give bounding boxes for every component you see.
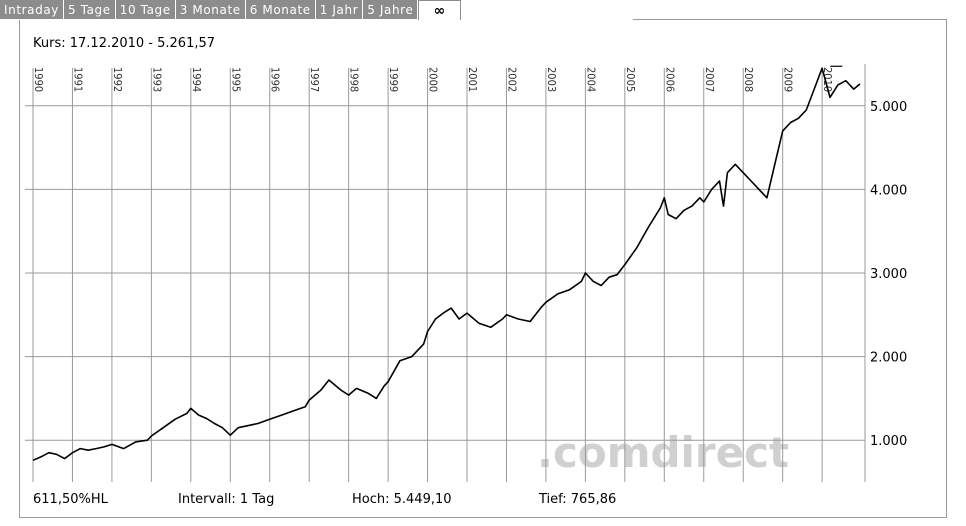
y-tick-label: 5.000 [870,100,907,115]
period-tabs: Intraday 5 Tage 10 Tage 3 Monate 6 Monate 1 J… [0,0,461,21]
year-label: 2004 [584,67,597,92]
year-label: 1991 [71,67,84,92]
high-label: Hoch: 5.449,10 [352,492,452,507]
tab-5-jahre[interactable]: 5 Jahre [363,0,419,19]
kurs-label: Kurs: 17.12.2010 - 5.261,57 [33,36,216,51]
year-label: 2003 [545,67,558,92]
tab-5-tage[interactable]: 5 Tage [64,0,116,19]
year-label: 2007 [703,67,716,92]
year-label: 1995 [229,67,242,92]
y-tick-label: 1.000 [870,434,907,449]
watermark: .comdirect [537,428,789,477]
year-label: 1990 [32,67,45,92]
year-label: 1997 [308,67,321,92]
year-label: 2001 [466,67,479,92]
chart-panel [19,20,947,518]
year-label: 2008 [742,67,755,92]
year-label: 1992 [111,67,124,92]
tab-10-tage[interactable]: 10 Tage [115,0,176,19]
tab-max[interactable]: ∞ [418,0,461,21]
year-label: 2005 [624,67,637,92]
year-label: 2000 [427,67,440,92]
tab-1-jahr[interactable]: 1 Jahr [315,0,364,19]
low-label: Tief: 765,86 [539,492,617,507]
year-label: 1998 [348,67,361,92]
interval-label: Intervall: 1 Tag [178,492,275,507]
year-label: 2009 [782,67,795,92]
tab-intraday[interactable]: Intraday [0,0,65,19]
year-label: 1999 [387,67,400,92]
tab-3-monate[interactable]: 3 Monate [175,0,246,19]
panel-border [633,19,947,20]
year-label: 1994 [190,67,203,92]
y-tick-label: 3.000 [870,267,907,282]
change-percent: 611,50%HL [33,492,108,507]
year-label: 2010 [821,67,834,92]
year-label: 2002 [505,67,518,92]
price-line [32,67,861,462]
y-tick-label: 2.000 [870,351,907,366]
year-label: 2006 [663,67,676,92]
tab-6-monate[interactable]: 6 Monate [245,0,316,19]
y-tick-label: 4.000 [870,183,907,198]
year-label: 1996 [269,67,282,92]
year-label: 1993 [150,67,163,92]
